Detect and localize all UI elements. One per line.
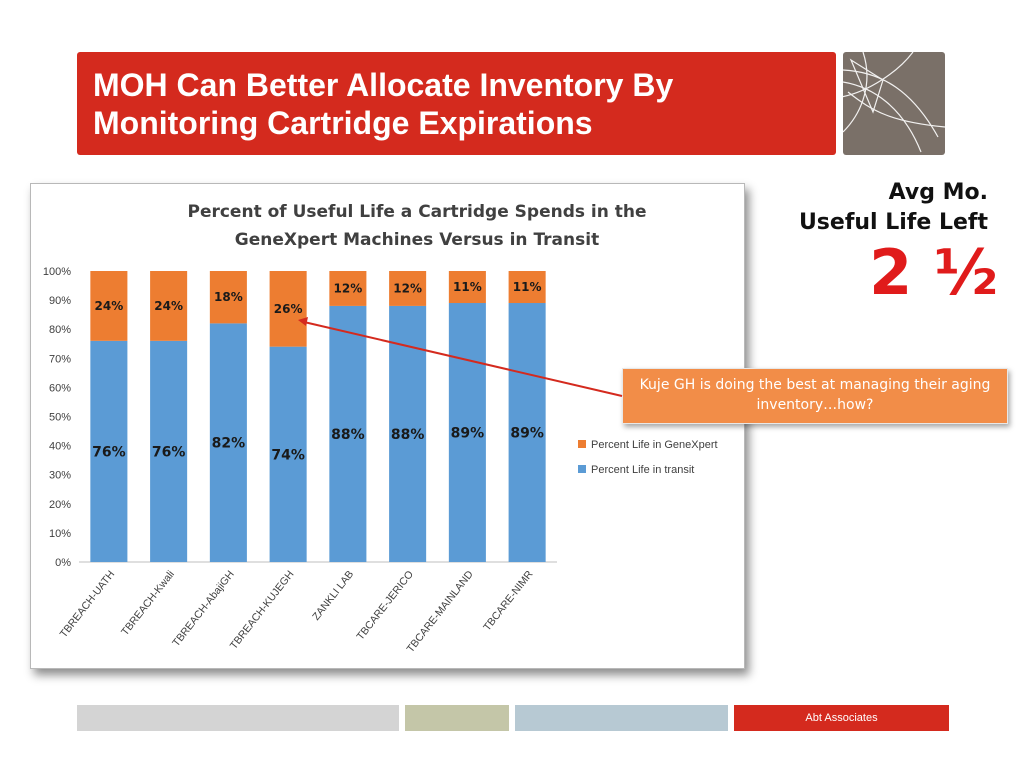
y-tick-label: 10%	[49, 528, 71, 540]
bar-transit-label: 74%	[271, 447, 305, 463]
bar-transit-label: 76%	[152, 444, 186, 460]
bar-genexpert-label: 26%	[274, 302, 303, 316]
slide-title: MOH Can Better Allocate Inventory By Mon…	[93, 66, 836, 142]
bar-genexpert	[90, 271, 128, 341]
chart-title-line-1: Percent of Useful Life a Cartridge Spend…	[187, 202, 646, 222]
x-tick-label: TBREACH-KUJEGH	[228, 568, 297, 651]
y-axis: 0% 10% 20% 30% 40% 50% 60% 70% 80% 90% 100%	[43, 266, 557, 569]
slide-title-line-1: MOH Can Better Allocate Inventory By	[93, 67, 674, 103]
bar-transit	[209, 323, 247, 562]
bar-transit-label: 76%	[92, 444, 126, 460]
bar-genexpert	[389, 271, 427, 306]
chart-title-line-2: GeneXpert Machines Versus in Transit	[235, 230, 599, 250]
y-tick-label: 20%	[49, 499, 71, 511]
y-tick-label: 30%	[49, 470, 71, 482]
y-tick-label: 70%	[49, 353, 71, 365]
bar-transit-label: 89%	[451, 426, 485, 442]
kuje-callout: Kuje GH is doing the best at managing th…	[622, 368, 1008, 424]
avg-months-label-line-2: Useful Life Left	[798, 210, 988, 235]
stacked-bar-chart: Percent of Useful Life a Cartridge Spend…	[43, 202, 718, 655]
x-tick-label: TBCARE-JERICO	[354, 568, 416, 642]
bar-genexpert	[150, 271, 188, 341]
legend-label: Percent Life in GeneXpert	[591, 439, 718, 451]
bar-transit-label: 89%	[510, 426, 544, 442]
slide-title-banner: MOH Can Better Allocate Inventory By Mon…	[77, 52, 836, 155]
x-tick-label: TBCARE-NIMR	[481, 568, 536, 633]
x-tick-label: TBREACH-UATH	[58, 568, 118, 640]
y-tick-label: 60%	[49, 382, 71, 394]
x-tick-label: TBREACH-AbajiGH	[170, 568, 237, 649]
chart-frame: Percent of Useful Life a Cartridge Spend…	[30, 183, 745, 669]
legend-label: Percent Life in transit	[591, 464, 694, 476]
bar-genexpert-label: 11%	[453, 280, 482, 294]
bar-genexpert	[269, 271, 307, 347]
y-tick-label: 40%	[49, 441, 71, 453]
bar-genexpert-label: 24%	[154, 299, 183, 313]
bars: 76% 24% 76% 24% 82% 18% 74% 26% 88% 12% 88% 12% 89% 1…	[90, 271, 546, 562]
x-tick-label: TBCARE-MAINLAND	[404, 568, 475, 655]
bar-genexpert	[508, 271, 546, 304]
bar-genexpert	[329, 271, 367, 306]
slide-title-line-2: Monitoring Cartridge Expirations	[93, 105, 593, 141]
bar-genexpert	[209, 271, 247, 324]
y-tick-label: 50%	[49, 412, 71, 424]
avg-months-label-line-1: Avg Mo.	[888, 180, 988, 205]
bar-genexpert-label: 12%	[393, 281, 422, 295]
bar-genexpert-label: 24%	[95, 299, 124, 313]
decorative-logo	[843, 52, 945, 155]
bar-genexpert-label: 18%	[214, 290, 243, 304]
bar-genexpert	[448, 271, 486, 304]
footer-brand: Abt Associates	[734, 705, 949, 731]
bar-transit-label: 88%	[391, 427, 425, 443]
bar-transit	[150, 340, 188, 562]
bar-transit	[90, 340, 128, 562]
bar-genexpert-label: 11%	[513, 280, 542, 294]
bar-transit-label: 82%	[212, 436, 246, 452]
y-tick-label: 0%	[55, 557, 71, 569]
avg-months-value: 2 ½	[869, 236, 998, 309]
x-tick-label: ZANKLI LAB	[310, 568, 356, 622]
curves-logo-icon	[843, 52, 945, 153]
bar-transit-label: 88%	[331, 427, 365, 443]
y-tick-label: 90%	[49, 295, 71, 307]
footer-segment-gray	[77, 705, 399, 731]
legend-swatch	[578, 465, 586, 473]
legend-swatch	[578, 440, 586, 448]
legend: Percent Life in GeneXpert Percent Life in…	[578, 439, 718, 476]
footer-segment-olive	[405, 705, 509, 731]
bar-genexpert-label: 12%	[334, 281, 363, 295]
avg-months-label: Avg Mo. Useful Life Left	[799, 178, 988, 238]
bar-transit	[269, 346, 307, 562]
y-tick-label: 100%	[43, 266, 71, 278]
y-tick-label: 80%	[49, 324, 71, 336]
x-tick-label: TBREACH-Kwali	[119, 568, 177, 637]
x-axis-labels: TBREACH-UATH TBREACH-KwaliTBREACH-AbajiGH…	[58, 568, 536, 655]
footer-segment-blue	[515, 705, 728, 731]
